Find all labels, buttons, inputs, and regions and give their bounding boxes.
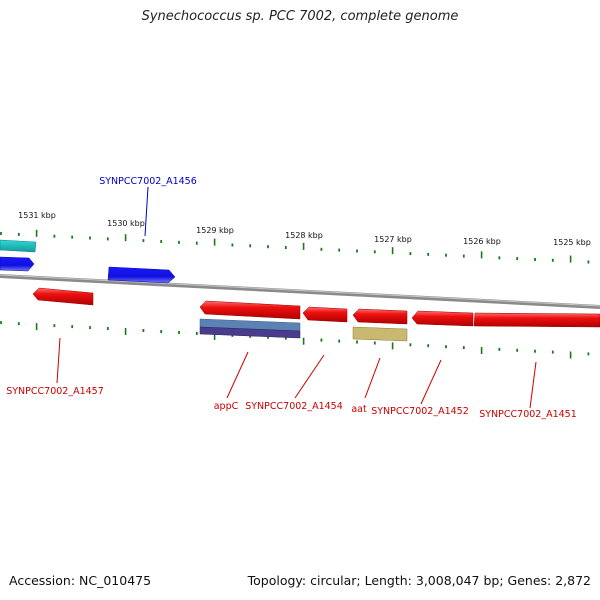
kbp-label-1531: 1531 kbp — [18, 211, 56, 220]
gene-synpcc7002-a1456[interactable] — [107, 266, 176, 284]
kbp-tick-row-inner — [0, 321, 590, 359]
callout-line-a1451 — [529, 361, 537, 409]
callout-line-a1454 — [294, 354, 325, 399]
gene-label-a1456[interactable]: SYNPCC7002_A1456 — [99, 176, 197, 187]
kbp-tick-row-outer — [0, 229, 590, 264]
gene-teal-left[interactable] — [0, 239, 37, 253]
accession-text: Accession: NC_010475 — [9, 573, 152, 588]
callout-line-a1456 — [144, 186, 149, 237]
gene-synpcc7002-a1451[interactable] — [473, 312, 600, 328]
genome-backbone — [0, 274, 600, 309]
gene-synpcc7002-a1457[interactable] — [32, 287, 94, 306]
kbp-label-1525: 1525 kbp — [553, 238, 591, 247]
gene-label-aat[interactable]: aat — [351, 404, 367, 415]
gene-appc[interactable] — [199, 300, 301, 320]
kbp-label-1529: 1529 kbp — [196, 226, 234, 235]
gene-label-appc[interactable]: appC — [214, 401, 239, 412]
gene-aat[interactable] — [352, 308, 408, 325]
kbp-label-1530: 1530 kbp — [107, 219, 145, 228]
feature-appc-purple[interactable] — [199, 326, 301, 339]
gene-label-a1451[interactable]: SYNPCC7002_A1451 — [479, 409, 577, 420]
kbp-label-1526: 1526 kbp — [463, 237, 501, 246]
genome-summary-text: Topology: circular; Length: 3,008,047 bp… — [247, 573, 591, 588]
feature-aat-khaki[interactable] — [352, 326, 408, 342]
gene-label-a1452[interactable]: SYNPCC7002_A1452 — [371, 406, 469, 417]
callout-line-a1457 — [56, 337, 61, 384]
callout-line-appc — [226, 351, 249, 399]
gene-synpcc7002-a1452[interactable] — [411, 310, 474, 327]
kbp-label-1528: 1528 kbp — [285, 231, 323, 240]
gene-label-a1454[interactable]: SYNPCC7002_A1454 — [245, 401, 343, 412]
gene-label-a1457[interactable]: SYNPCC7002_A1457 — [6, 386, 104, 397]
genome-title: Synechococcus sp. PCC 7002, complete gen… — [141, 9, 459, 24]
callout-line-a1452 — [420, 359, 442, 405]
kbp-label-1527: 1527 kbp — [374, 235, 412, 244]
callout-line-aat — [364, 357, 381, 399]
gene-synpcc7002-a1454[interactable] — [302, 306, 348, 323]
gene-blue-left[interactable] — [0, 256, 35, 272]
